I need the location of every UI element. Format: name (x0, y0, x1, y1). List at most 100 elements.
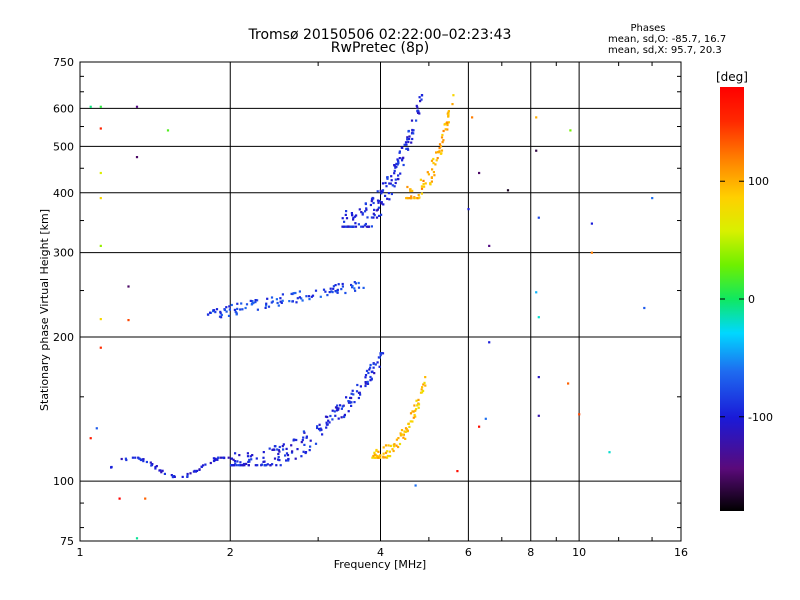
x-axis-ticks: 1 2 4 6 8 10 16 (77, 62, 688, 559)
data-point (220, 313, 223, 316)
data-point (386, 454, 389, 458)
y-tick-label: 200 (53, 331, 74, 344)
data-point (375, 209, 378, 212)
data-point (349, 401, 352, 404)
data-point (399, 432, 402, 435)
data-point (304, 451, 307, 455)
data-point (569, 129, 572, 132)
data-point (326, 415, 329, 419)
data-point (396, 158, 399, 161)
data-point (343, 413, 346, 416)
data-point (370, 198, 374, 201)
data-point (339, 404, 342, 407)
data-point (361, 212, 364, 215)
data-point (314, 442, 318, 445)
data-point (277, 458, 280, 461)
data-point (407, 422, 410, 425)
data-point (163, 472, 166, 475)
data-point (135, 105, 139, 108)
data-point (379, 352, 382, 355)
data-point (424, 182, 427, 185)
x-tick-label: 1 (77, 546, 84, 559)
data-point (391, 448, 394, 451)
data-point (154, 466, 157, 469)
data-point (154, 467, 157, 470)
data-point (263, 460, 266, 463)
data-point (374, 363, 377, 366)
data-point (270, 301, 273, 304)
data-point (537, 216, 540, 219)
data-point (484, 417, 487, 420)
data-point (373, 208, 376, 211)
data-point (337, 407, 340, 410)
data-point (375, 454, 378, 458)
data-point (438, 143, 442, 146)
data-point (273, 457, 277, 460)
colorbar-ticks: 100 0 -100 (720, 175, 773, 424)
x-tick-label: 6 (465, 546, 472, 559)
data-point (393, 164, 396, 167)
data-point (316, 426, 319, 430)
data-point (247, 464, 250, 467)
data-point (409, 412, 413, 415)
data-point (305, 436, 308, 439)
data-point (186, 472, 189, 476)
data-point (368, 368, 371, 371)
data-point (409, 188, 412, 191)
phases-o-mean-sd: mean, sd,O: -85.7, 16.7 (608, 34, 726, 45)
data-point (275, 298, 278, 301)
data-point (336, 288, 339, 291)
data-point (267, 305, 271, 308)
data-point (456, 470, 459, 473)
data-point (327, 419, 330, 422)
data-point (294, 457, 297, 460)
data-point (404, 141, 408, 144)
data-point (300, 297, 303, 300)
data-point (382, 452, 385, 455)
data-point (329, 414, 332, 418)
data-point (276, 301, 279, 305)
colorbar-tick-label: -100 (748, 411, 773, 424)
data-point (440, 149, 444, 152)
data-point (377, 456, 380, 459)
data-point (325, 421, 328, 424)
data-point (407, 140, 410, 144)
data-point (329, 287, 332, 290)
data-point (302, 430, 305, 433)
data-point (95, 427, 98, 430)
data-point (370, 225, 373, 228)
data-point (374, 453, 377, 456)
data-point (397, 162, 400, 165)
y-tick-label: 400 (53, 187, 74, 200)
grid-lines (80, 62, 681, 541)
data-point (364, 202, 367, 205)
data-point (398, 157, 401, 160)
data-point (235, 313, 238, 316)
data-point (216, 458, 219, 461)
data-point (379, 354, 382, 357)
data-point (405, 428, 408, 431)
data-point (278, 450, 281, 453)
data-point (408, 425, 411, 428)
data-point (397, 159, 400, 162)
data-point (99, 197, 102, 200)
data-point (275, 464, 278, 467)
data-point (447, 114, 450, 118)
data-point (285, 447, 288, 450)
x-tick-label: 8 (527, 546, 534, 559)
data-point (436, 157, 439, 160)
data-point (365, 369, 369, 372)
data-point (303, 443, 306, 446)
data-point (412, 416, 415, 419)
data-point (284, 454, 287, 457)
data-point (331, 409, 334, 412)
data-point (417, 406, 420, 409)
data-point (439, 145, 443, 148)
data-point (89, 437, 92, 440)
data-point (413, 197, 416, 200)
data-point (218, 315, 222, 318)
data-point (386, 197, 389, 200)
data-point (286, 454, 290, 457)
data-point (225, 306, 228, 309)
data-point (418, 196, 421, 199)
